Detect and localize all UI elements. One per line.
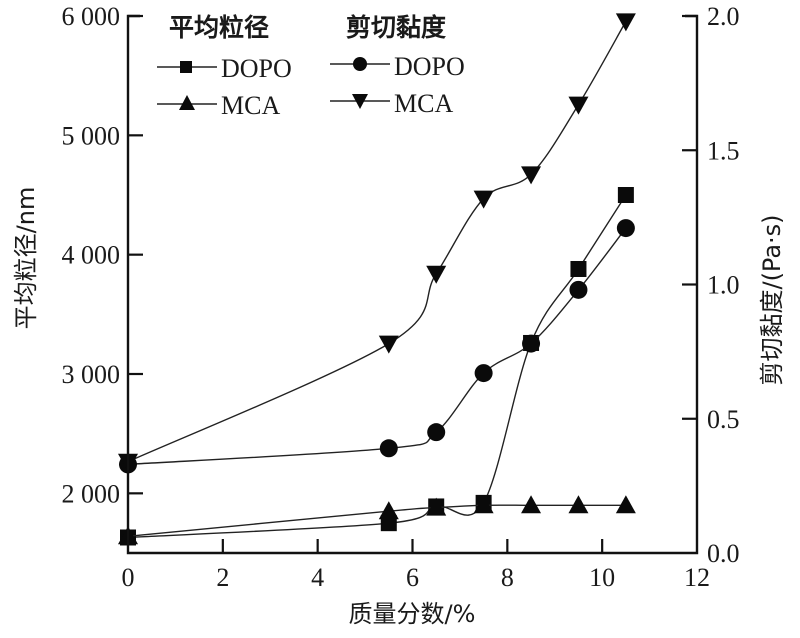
data-point-square-size-dopo <box>617 187 634 203</box>
y-left-tick-label: 4 000 <box>62 241 121 270</box>
data-point-triangle-down-viscosity-mca <box>615 13 636 32</box>
x-tick-label: 10 <box>589 563 615 592</box>
legend-heading-particle-size: 平均粒径 <box>169 13 269 42</box>
data-point-triangle-down-viscosity-mca <box>426 265 447 284</box>
data-point-circle-viscosity-dopo <box>616 219 635 238</box>
series-line-viscosity-mca <box>127 21 627 463</box>
data-point-triangle-down-viscosity-mca <box>378 335 399 354</box>
x-axis-title: 质量分数/% <box>349 600 476 628</box>
data-point-circle-viscosity-dopo <box>474 364 493 383</box>
legend-label-viscosity-mca: MCA <box>394 89 453 118</box>
series-size-dopo <box>120 187 634 546</box>
legend-entry-size-dopo: DOPO <box>157 54 292 83</box>
data-point-triangle-up-size-mca <box>568 495 589 514</box>
data-point-circle-viscosity-dopo <box>569 280 588 299</box>
legend-label-size-dopo: DOPO <box>221 54 292 83</box>
legend-entry-viscosity-mca: MCA <box>330 89 453 118</box>
y-right-tick-label: 0.5 <box>707 405 740 434</box>
data-point-circle-viscosity-dopo <box>427 423 446 442</box>
ticks-layer: 0 2 4 6 8 10 12 2 000 3 000 4 000 5 000 6 000 0.0 0.5… <box>62 2 740 592</box>
legend: 平均粒径 剪切黏度 DOPO MCA DOPO MCA <box>157 13 465 120</box>
legend-heading-shear-viscosity: 剪切黏度 <box>346 13 446 42</box>
y-left-tick-label: 2 000 <box>62 479 121 508</box>
triangle-up-marker-icon <box>179 95 195 110</box>
x-tick-label: 12 <box>684 563 710 592</box>
data-point-triangle-up-size-mca <box>426 497 447 516</box>
y-left-axis-title: 平均粒径/nm <box>12 187 40 330</box>
data-point-triangle-down-viscosity-mca <box>473 190 494 209</box>
y-right-tick-label: 0.0 <box>707 539 740 568</box>
circle-marker-icon <box>353 57 367 71</box>
data-point-circle-viscosity-dopo <box>379 439 398 458</box>
x-tick-label: 0 <box>122 563 135 592</box>
y-right-tick-label: 2.0 <box>707 2 740 31</box>
legend-label-size-mca: MCA <box>221 91 280 120</box>
y-right-tick-label: 1.5 <box>707 136 740 165</box>
y-right-axis-title: 剪切黏度/(Pa·s) <box>758 214 786 385</box>
data-point-triangle-up-size-mca <box>521 495 542 514</box>
series-line-size-mca <box>127 504 626 537</box>
x-tick-label: 6 <box>406 563 419 592</box>
x-tick-label: 8 <box>501 563 514 592</box>
data-point-circle-viscosity-dopo <box>522 334 541 353</box>
triangle-down-marker-icon <box>352 94 368 109</box>
y-right-tick-label: 1.0 <box>707 271 740 300</box>
x-tick-label: 2 <box>216 563 229 592</box>
series-viscosity-mca <box>118 13 636 472</box>
data-point-square-size-dopo <box>570 260 587 277</box>
data-point-triangle-up-size-mca <box>378 501 399 520</box>
y-left-tick-label: 6 000 <box>62 2 121 31</box>
y-left-tick-label: 3 000 <box>62 360 121 389</box>
series-line-size-dopo <box>127 194 627 539</box>
series-viscosity-dopo <box>119 219 635 474</box>
data-point-triangle-down-viscosity-mca <box>521 166 542 185</box>
legend-entry-viscosity-dopo: DOPO <box>330 52 465 81</box>
data-point-triangle-down-viscosity-mca <box>568 96 589 115</box>
series-size-mca <box>118 495 636 545</box>
data-point-triangle-up-size-mca <box>473 495 494 514</box>
data-point-triangle-up-size-mca <box>615 495 636 514</box>
legend-entry-size-mca: MCA <box>157 91 280 120</box>
y-left-tick-label: 5 000 <box>62 121 121 150</box>
series-layer <box>118 13 636 546</box>
square-marker-icon <box>180 61 192 73</box>
x-tick-label: 4 <box>311 563 324 592</box>
legend-label-viscosity-dopo: DOPO <box>394 52 465 81</box>
